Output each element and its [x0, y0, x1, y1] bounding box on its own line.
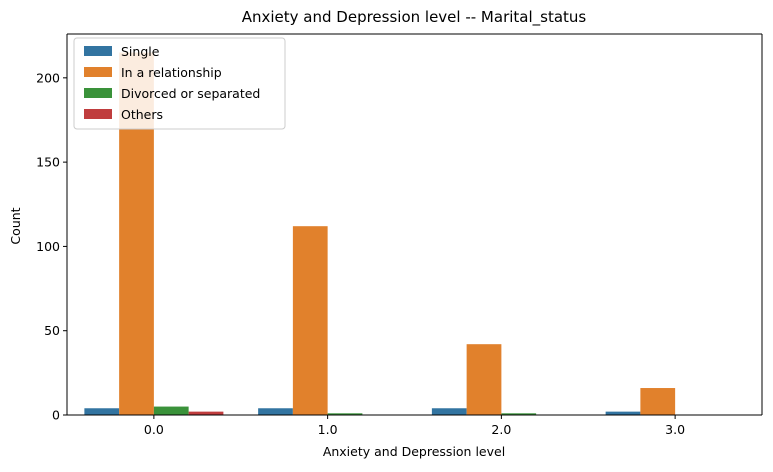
- bars-layer: [84, 52, 676, 415]
- y-tick-label: 50: [44, 323, 60, 338]
- y-tick-label: 150: [36, 155, 60, 170]
- legend-swatch-divorced-or-separated: [84, 88, 112, 98]
- bar-others-0-0: [188, 411, 224, 415]
- bar-single-3-0: [605, 411, 641, 415]
- bar-single-1-0: [258, 408, 293, 415]
- legend-swatch-others: [84, 109, 112, 119]
- chart-title: Anxiety and Depression level -- Marital_…: [242, 8, 587, 27]
- legend-label-single: Single: [121, 44, 160, 59]
- legend-label-in-a-relationship: In a relationship: [121, 65, 222, 80]
- bar-single-0-0: [84, 408, 120, 415]
- x-tick-label: 0.0: [144, 422, 164, 437]
- legend-box: [73, 37, 286, 130]
- bar-divorced-or-separated-0-0: [153, 406, 189, 415]
- x-tick-label: 2.0: [491, 422, 511, 437]
- bar-single-2-0: [431, 408, 467, 415]
- x-tick-label: 3.0: [665, 422, 685, 437]
- x-tick-label: 1.0: [318, 422, 338, 437]
- bar-divorced-or-separated-2-0: [501, 413, 537, 415]
- legend: Single In a relationship Divorced or separ…: [73, 37, 286, 130]
- legend-label-others: Others: [121, 107, 163, 122]
- y-tick-label: 200: [36, 70, 60, 85]
- legend-swatch-single: [84, 46, 112, 56]
- y-tick-label: 100: [36, 239, 60, 254]
- y-tick-label: 0: [52, 408, 60, 423]
- axes-layer: 0 50 100 150 200 0.0 1.0 2.0 3.0: [36, 33, 763, 437]
- x-axis-label: Anxiety and Depression level: [323, 444, 505, 459]
- bar-divorced-or-separated-1-0: [327, 413, 363, 415]
- y-axis-label: Count: [8, 207, 23, 244]
- bar-in-a-relationship-2-0: [466, 344, 502, 415]
- legend-swatch-in-a-relationship: [84, 67, 112, 77]
- bar-in-a-relationship-3-0: [640, 388, 676, 415]
- legend-label-divorced-or-separated: Divorced or separated: [121, 86, 260, 101]
- bar-in-a-relationship-1-0: [292, 226, 328, 415]
